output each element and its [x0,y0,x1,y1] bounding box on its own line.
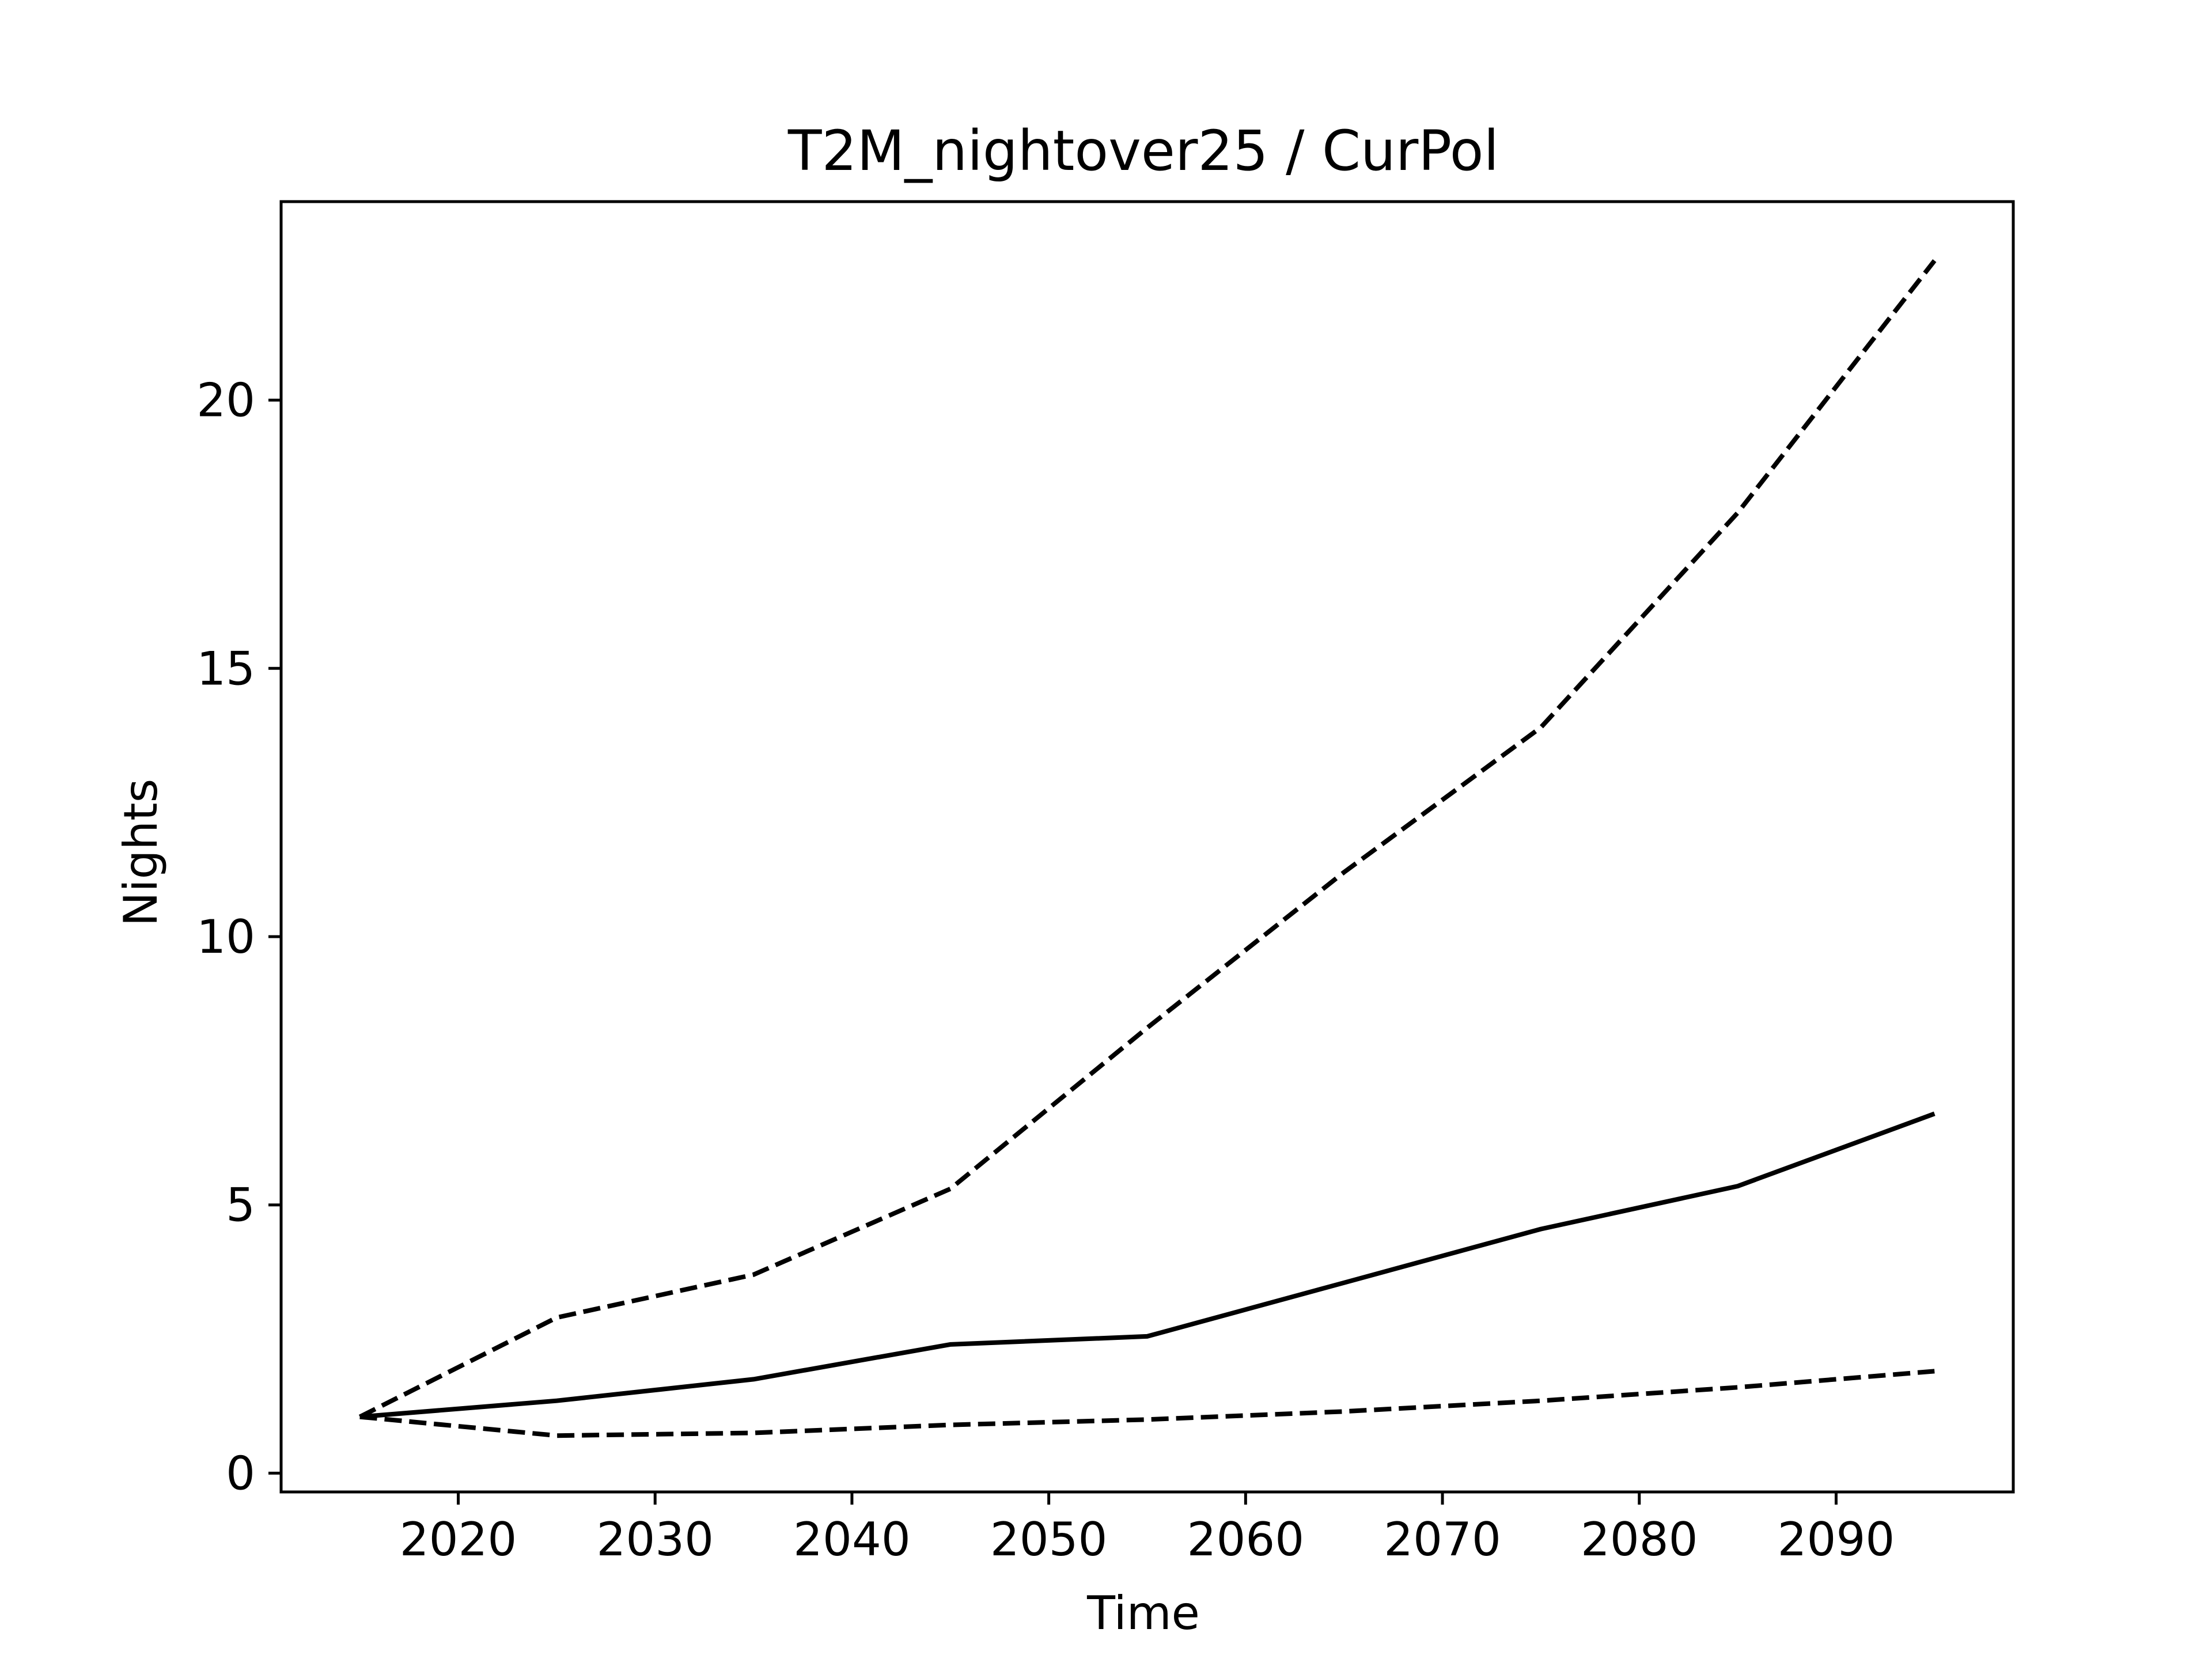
x-tick-label: 2020 [400,1513,517,1566]
x-axis-label: Time [1086,1586,1200,1640]
y-tick-label: 5 [226,1179,255,1232]
x-axis-ticks: 2020 2030 2040 2050 2060 2070 2080 2090 [400,1492,1895,1566]
x-tick-label: 2040 [793,1513,911,1566]
x-tick-label: 2080 [1581,1513,1698,1566]
solid-series-line-0 [359,1111,1936,1419]
chart-title: T2M_nightover25 / CurPol [787,119,1499,183]
plot-frame [279,200,2015,1494]
y-tick-label: 0 [226,1446,255,1500]
x-tick-label: 2060 [1187,1513,1305,1566]
x-tick-label: 2030 [596,1513,714,1566]
y-tick-label: 15 [196,642,255,695]
dashed-series-line-2 [359,1369,1935,1438]
x-tick-label: 2090 [1778,1513,1895,1566]
x-tick-label: 2070 [1384,1513,1501,1566]
y-axis-ticks: 0 5 10 15 20 [196,374,281,1500]
series-lines [358,259,1937,1438]
y-axis-label: Nights [114,779,168,927]
y-tick-label: 20 [196,374,255,427]
dashed-series-line-1 [358,259,1937,1419]
x-tick-label: 2050 [990,1513,1108,1566]
y-tick-label: 10 [196,910,255,964]
